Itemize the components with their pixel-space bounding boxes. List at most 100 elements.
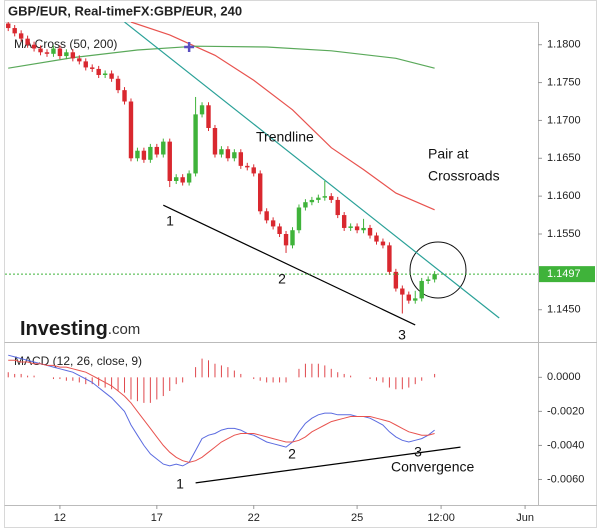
candle-body <box>419 280 424 299</box>
annotation: Crossroads <box>428 168 500 184</box>
x-tick-label: 25 <box>351 512 363 524</box>
candle-body <box>251 167 256 174</box>
candle-body <box>354 226 360 231</box>
candle-body <box>199 105 205 115</box>
candle-body <box>206 105 211 128</box>
annotation: 3 <box>398 327 406 343</box>
annotation: 2 <box>278 271 286 287</box>
candle-body <box>232 152 237 159</box>
y-tick-label: 1.1600 <box>547 190 581 202</box>
candle-body <box>309 199 315 203</box>
candle-body <box>341 215 347 228</box>
x-tick-label: 12:00 <box>427 512 455 524</box>
macd-pane <box>7 354 461 484</box>
candle-body <box>148 146 153 160</box>
candle-body <box>290 230 295 246</box>
candle-body <box>167 141 172 181</box>
line <box>8 45 435 69</box>
candle-body <box>264 211 269 221</box>
candle-body <box>174 177 179 181</box>
candle-body <box>316 197 321 200</box>
candle-body <box>393 271 399 289</box>
candle-body <box>322 196 327 198</box>
annotation: 2 <box>288 446 296 462</box>
candle-body <box>400 288 405 295</box>
y-tick-label: 1.1550 <box>547 228 581 240</box>
candle-body <box>115 78 121 91</box>
annotation: 1 <box>166 213 174 229</box>
candle-body <box>406 294 411 301</box>
candle-body <box>6 23 11 29</box>
x-tick-label: Jun <box>516 512 534 524</box>
candle-body <box>225 149 231 159</box>
candle-body <box>303 202 308 208</box>
candle-body <box>348 226 353 228</box>
annotation: 3 <box>414 444 422 460</box>
y-tick-label: -0.0020 <box>547 405 584 417</box>
candle-body <box>387 245 392 272</box>
axes: 1.1800 1.1750 1.1700 1.1650 1.1600 1.1550 1.14… <box>5 39 595 524</box>
indicator-label: MA Cross (50, 200) <box>14 37 117 51</box>
line <box>163 204 416 326</box>
line <box>8 359 435 463</box>
candle-body <box>257 173 263 212</box>
candle-body <box>296 207 302 231</box>
candle-body <box>219 149 224 155</box>
candle-body <box>238 152 244 166</box>
line <box>124 22 500 319</box>
y-tick-label: -0.0040 <box>547 439 584 451</box>
highlight-circle <box>409 241 467 299</box>
x-tick-label: 12 <box>54 512 66 524</box>
candle-body <box>90 67 95 69</box>
y-tick-label: 1.1750 <box>547 76 581 88</box>
candle-body <box>367 227 373 236</box>
annotation: Convergence <box>391 459 474 475</box>
candle-body <box>361 227 366 231</box>
candle-body <box>31 44 37 49</box>
y-tick-label: 1.1800 <box>547 39 581 51</box>
annotation: Trendline <box>256 129 314 145</box>
candle-body <box>122 90 127 102</box>
candle-body <box>18 33 24 39</box>
candle-body <box>38 48 43 53</box>
frame <box>4 0 597 528</box>
candle-body <box>432 274 437 280</box>
candle-body <box>335 199 340 216</box>
y-tick-label: 1.1700 <box>547 114 581 126</box>
annotation: 1 <box>176 476 184 492</box>
logo: Investing.com <box>20 318 140 340</box>
last-price-box <box>539 266 595 283</box>
candle-body <box>25 38 30 45</box>
candle-body <box>212 128 218 155</box>
candle-body <box>70 52 76 59</box>
x-tick-label: 22 <box>248 512 260 524</box>
candle-body <box>77 58 82 62</box>
line <box>195 446 461 484</box>
candle-body <box>64 52 69 57</box>
candle-body <box>380 241 386 246</box>
cross-marker <box>184 41 195 52</box>
candle-body <box>245 165 250 168</box>
logo-main: Investing <box>20 318 108 340</box>
candle-body <box>57 48 63 57</box>
candle-body <box>44 52 50 54</box>
candle-body <box>270 220 276 227</box>
chart-title: GBP/EUR, Real-timeFX:GBP/EUR, 240 <box>8 3 242 18</box>
line <box>130 22 435 211</box>
candle-body <box>83 61 88 68</box>
candle-body <box>374 235 379 242</box>
candle-body <box>128 101 134 159</box>
candle-body <box>186 173 192 183</box>
candle-body <box>109 73 114 79</box>
candle-body <box>425 279 431 281</box>
candle-body <box>135 150 140 159</box>
logo-suffix: .com <box>108 321 141 338</box>
y-tick-label: 0.0000 <box>547 371 581 383</box>
candle-body <box>161 141 166 155</box>
candle-body <box>102 73 108 75</box>
price-pane <box>6 22 500 326</box>
candle-body <box>154 146 160 155</box>
candle-body <box>277 226 282 234</box>
